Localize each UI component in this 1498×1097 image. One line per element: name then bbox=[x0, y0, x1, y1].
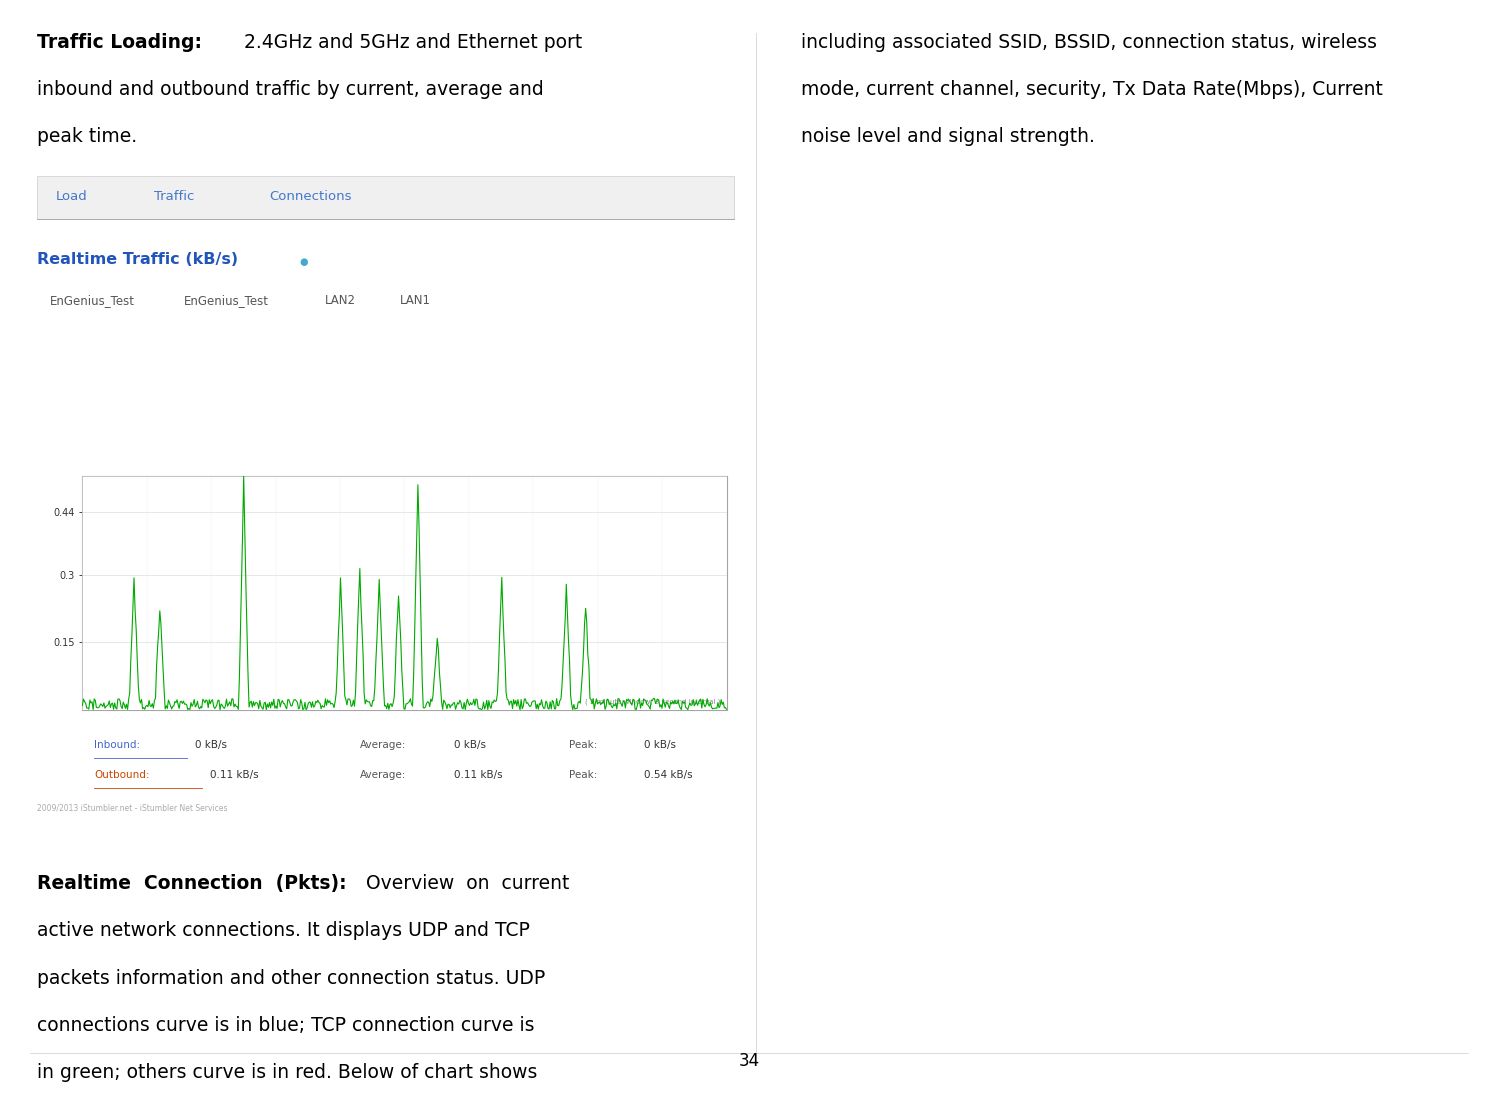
Text: 0.11 kB/s: 0.11 kB/s bbox=[454, 770, 502, 780]
Text: ●: ● bbox=[300, 257, 309, 267]
Text: LAN2: LAN2 bbox=[325, 294, 357, 307]
Text: mode, current channel, security, Tx Data Rate(Mbps), Current: mode, current channel, security, Tx Data… bbox=[801, 80, 1383, 99]
Text: noise level and signal strength.: noise level and signal strength. bbox=[801, 127, 1095, 146]
Text: in green; others curve is in red. Below of chart shows: in green; others curve is in red. Below … bbox=[37, 1063, 538, 1082]
Text: Traffic: Traffic bbox=[154, 190, 195, 203]
Text: Realtime  Connection  (Pkts):: Realtime Connection (Pkts): bbox=[37, 874, 348, 893]
Text: EnGenius_Test: EnGenius_Test bbox=[49, 294, 135, 307]
Text: Outbound:: Outbound: bbox=[94, 770, 150, 780]
Text: 0.54 kB/s: 0.54 kB/s bbox=[644, 770, 692, 780]
Text: 0 kB/s: 0 kB/s bbox=[195, 740, 226, 750]
Text: connections curve is in blue; TCP connection curve is: connections curve is in blue; TCP connec… bbox=[37, 1016, 535, 1034]
Text: packets information and other connection status. UDP: packets information and other connection… bbox=[37, 969, 545, 987]
Text: Overview  on  current: Overview on current bbox=[360, 874, 569, 893]
Text: 34: 34 bbox=[739, 1052, 759, 1070]
Text: Average:: Average: bbox=[360, 740, 406, 750]
Text: 2.4GHz and 5GHz and Ethernet port: 2.4GHz and 5GHz and Ethernet port bbox=[244, 33, 583, 52]
Text: Realtime Traffic (kB/s): Realtime Traffic (kB/s) bbox=[37, 252, 238, 268]
Text: 0.11 kB/s: 0.11 kB/s bbox=[210, 770, 258, 780]
Text: Peak:: Peak: bbox=[569, 740, 598, 750]
Text: EnGenius_Test: EnGenius_Test bbox=[184, 294, 270, 307]
Text: 2009/2013 iStumbler.net - iStumbler Net Services: 2009/2013 iStumbler.net - iStumbler Net … bbox=[37, 803, 228, 812]
Text: active network connections. It displays UDP and TCP: active network connections. It displays … bbox=[37, 921, 530, 940]
Text: Inbound:: Inbound: bbox=[94, 740, 141, 750]
Text: LAN1: LAN1 bbox=[400, 294, 431, 307]
Text: 0 kB/s: 0 kB/s bbox=[454, 740, 485, 750]
Text: ( 3 minute window, 3 second interval ): ( 3 minute window, 3 second interval ) bbox=[584, 699, 721, 705]
Text: inbound and outbound traffic by current, average and: inbound and outbound traffic by current,… bbox=[37, 80, 544, 99]
FancyBboxPatch shape bbox=[37, 176, 734, 219]
Text: Traffic Loading:: Traffic Loading: bbox=[37, 33, 202, 52]
Text: Load: Load bbox=[55, 190, 87, 203]
Text: 0 kB/s: 0 kB/s bbox=[644, 740, 676, 750]
Bar bbox=[82, 476, 727, 710]
Text: Connections: Connections bbox=[270, 190, 352, 203]
Text: Peak:: Peak: bbox=[569, 770, 598, 780]
Text: Average:: Average: bbox=[360, 770, 406, 780]
Text: including associated SSID, BSSID, connection status, wireless: including associated SSID, BSSID, connec… bbox=[801, 33, 1378, 52]
Text: peak time.: peak time. bbox=[37, 127, 138, 146]
